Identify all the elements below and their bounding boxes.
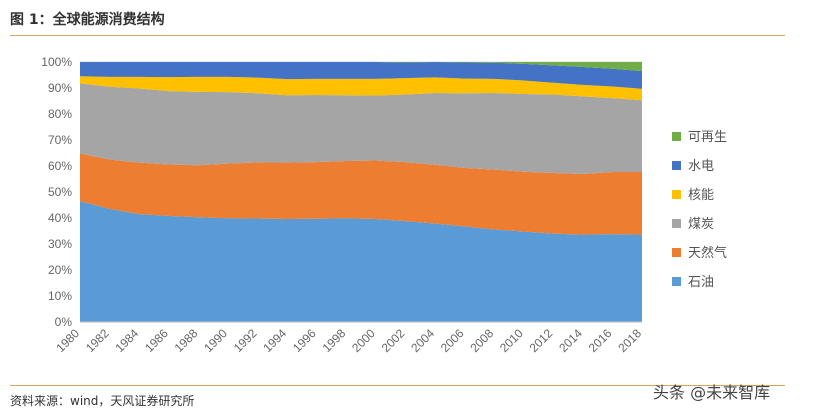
x-tick-label: 2014 (556, 326, 585, 355)
area-天然气 (80, 153, 642, 235)
legend-label: 石油 (688, 275, 714, 290)
legend-swatch (672, 248, 681, 257)
y-tick-label: 80% (48, 107, 72, 121)
legend-label: 天然气 (688, 245, 727, 261)
x-tick-label: 2008 (467, 326, 496, 355)
legend-swatch (672, 161, 681, 170)
legend-swatch (672, 219, 681, 228)
y-tick-label: 30% (48, 237, 72, 251)
x-tick-label: 1982 (83, 326, 112, 355)
x-tick-label: 2000 (349, 326, 378, 355)
legend-label: 煤炭 (688, 217, 714, 232)
x-tick-label: 2006 (438, 326, 467, 355)
area-石油 (80, 201, 642, 322)
legend-label: 可再生 (688, 130, 727, 145)
y-tick-label: 20% (48, 263, 72, 277)
y-tick-label: 50% (48, 185, 72, 199)
y-tick-label: 0% (55, 315, 73, 329)
area-可再生 (80, 62, 642, 72)
x-tick-label: 2016 (586, 326, 615, 355)
y-tick-label: 70% (48, 133, 72, 147)
legend-label: 水电 (688, 159, 714, 174)
y-tick-label: 60% (48, 159, 72, 173)
watermark: 头条 @未来智库 (653, 383, 771, 402)
x-tick-label: 1994 (260, 326, 289, 355)
y-tick-label: 90% (48, 81, 72, 95)
x-tick-label: 1992 (231, 326, 260, 355)
x-tick-label: 2012 (527, 326, 556, 355)
x-tick-label: 2018 (615, 326, 644, 355)
x-tick-label: 1998 (320, 326, 349, 355)
x-tick-label: 1986 (142, 326, 171, 355)
legend-swatch (672, 132, 681, 141)
y-tick-label: 10% (48, 289, 72, 303)
legend-swatch (672, 277, 681, 286)
y-tick-label: 100% (41, 55, 72, 69)
source-divider (10, 385, 785, 386)
legend-swatch (672, 190, 681, 199)
x-tick-label: 2010 (497, 326, 526, 355)
x-tick-label: 1990 (201, 326, 230, 355)
area-煤炭 (80, 83, 642, 175)
x-tick-label: 1996 (290, 326, 319, 355)
area-series (80, 62, 642, 322)
x-tick-label: 1984 (112, 326, 141, 355)
title-divider (10, 35, 785, 36)
x-tick-label: 1980 (53, 326, 82, 355)
stacked-area-chart: 0%10%20%30%40%50%60%70%80%90%100%1980 198… (41, 55, 727, 355)
x-tick-label: 1988 (172, 326, 201, 355)
legend-label: 核能 (688, 188, 714, 203)
x-tick-label: 2004 (408, 326, 437, 355)
y-tick-label: 40% (48, 211, 72, 225)
chart-title: 图 1：全球能源消费结构 (10, 12, 165, 28)
x-tick-label: 2002 (379, 326, 408, 355)
area-水电 (80, 62, 642, 89)
area-核能 (80, 76, 642, 101)
source-note: 资料来源：wind，天风证券研究所 (10, 394, 195, 408)
